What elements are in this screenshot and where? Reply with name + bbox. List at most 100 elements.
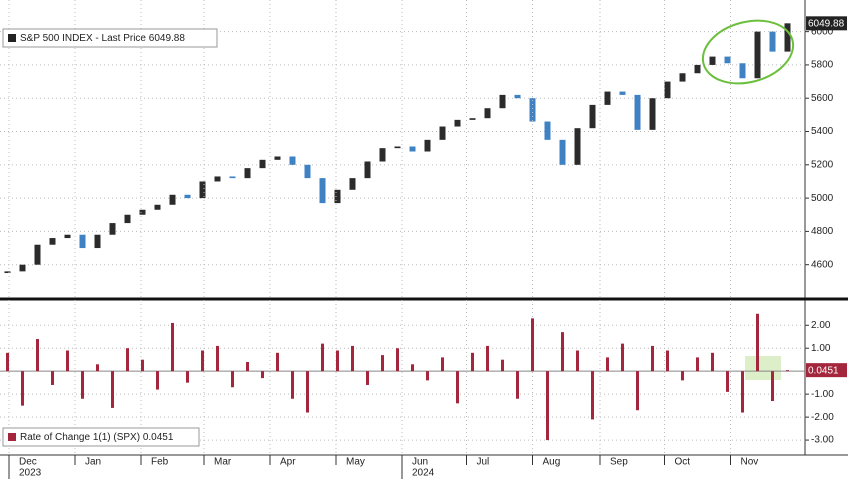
bar (501, 359, 504, 372)
x-tick-label: Aug (543, 457, 561, 468)
x-tick-label: Nov (741, 457, 759, 468)
y-tick-label: -2.00 (811, 412, 834, 423)
candle (379, 148, 386, 162)
candle (259, 159, 266, 169)
candle (529, 98, 536, 122)
legend-label: S&P 500 INDEX - Last Price 6049.88 (20, 33, 185, 44)
bar (96, 364, 99, 372)
candle (304, 164, 311, 179)
highlight (745, 356, 781, 380)
bar (546, 371, 549, 441)
bar (651, 345, 654, 372)
x-tick-label: Mar (214, 457, 232, 468)
bar (276, 352, 279, 372)
candle (94, 234, 101, 249)
x-tick-label: Jul (477, 457, 490, 468)
candle (19, 264, 26, 272)
bar (261, 371, 264, 379)
candle (679, 73, 686, 82)
bar (591, 371, 594, 420)
bar (756, 313, 759, 372)
candle (559, 139, 566, 165)
bar (696, 357, 699, 372)
y-tick-label: -3.00 (811, 435, 834, 446)
bar (666, 350, 669, 372)
last-value-box (806, 363, 847, 378)
candle (439, 126, 446, 140)
x-tick-label: Feb (151, 457, 169, 468)
candle (214, 176, 221, 182)
candle (169, 194, 176, 205)
candle (604, 91, 611, 105)
candle (664, 81, 671, 99)
candle (574, 128, 581, 165)
x-tick-label: Jun (412, 457, 428, 468)
y-tick-label: 5600 (811, 93, 834, 104)
y-tick-label: 4600 (811, 259, 834, 270)
bar (411, 364, 414, 372)
y-tick-label: 6000 (811, 26, 834, 37)
candle (319, 178, 326, 204)
bar (321, 343, 324, 372)
candle (649, 98, 656, 130)
x-year-label: 2024 (412, 468, 435, 479)
bar (681, 371, 684, 381)
candle (544, 121, 551, 140)
candle (109, 223, 116, 235)
y-tick-label: 5400 (811, 126, 834, 137)
bar (366, 371, 369, 385)
last-value-box (806, 16, 847, 31)
x-tick-label: Oct (675, 457, 691, 468)
candle (424, 139, 431, 152)
bar (606, 357, 609, 372)
y-tick-label: 5800 (811, 60, 834, 71)
candle (274, 156, 281, 160)
bar (141, 359, 144, 372)
candle (634, 94, 641, 130)
bar (516, 371, 519, 399)
bar (81, 371, 84, 399)
candle (79, 234, 86, 249)
legend-swatch (8, 433, 16, 441)
candle (454, 119, 461, 127)
bar (21, 371, 24, 406)
candle (514, 94, 521, 99)
bar (741, 371, 744, 413)
candle (589, 104, 596, 129)
annotation-circle (701, 19, 795, 85)
legend-label: Rate of Change 1(1) (SPX) 0.0451 (20, 432, 174, 443)
bar (426, 371, 429, 381)
bar (36, 339, 39, 372)
bar (621, 343, 624, 372)
legend-swatch (8, 34, 16, 42)
bar (486, 345, 489, 372)
bar (726, 371, 729, 392)
candle (754, 31, 761, 79)
y-tick-label: 1.00 (811, 343, 831, 354)
candle (199, 181, 206, 199)
legend-box (2, 28, 218, 48)
bar (6, 352, 9, 372)
bar (306, 371, 309, 413)
candle (229, 176, 236, 179)
last-value-label: 6049.88 (808, 18, 845, 29)
candle (769, 31, 776, 52)
bar (171, 322, 174, 372)
bar (156, 371, 159, 390)
bar (246, 362, 249, 372)
candle (184, 194, 191, 199)
y-tick-label: 5000 (811, 193, 834, 204)
candle (64, 234, 71, 239)
x-tick-label: Dec (19, 457, 37, 468)
bar (441, 357, 444, 372)
x-tick-label: May (346, 457, 365, 468)
bar (576, 350, 579, 372)
x-year-label: 2023 (19, 468, 42, 479)
bar (636, 371, 639, 411)
candle (484, 108, 491, 119)
candle (49, 238, 56, 245)
bar (111, 371, 114, 408)
x-tick-label: Jan (85, 457, 101, 468)
candle (349, 178, 356, 190)
